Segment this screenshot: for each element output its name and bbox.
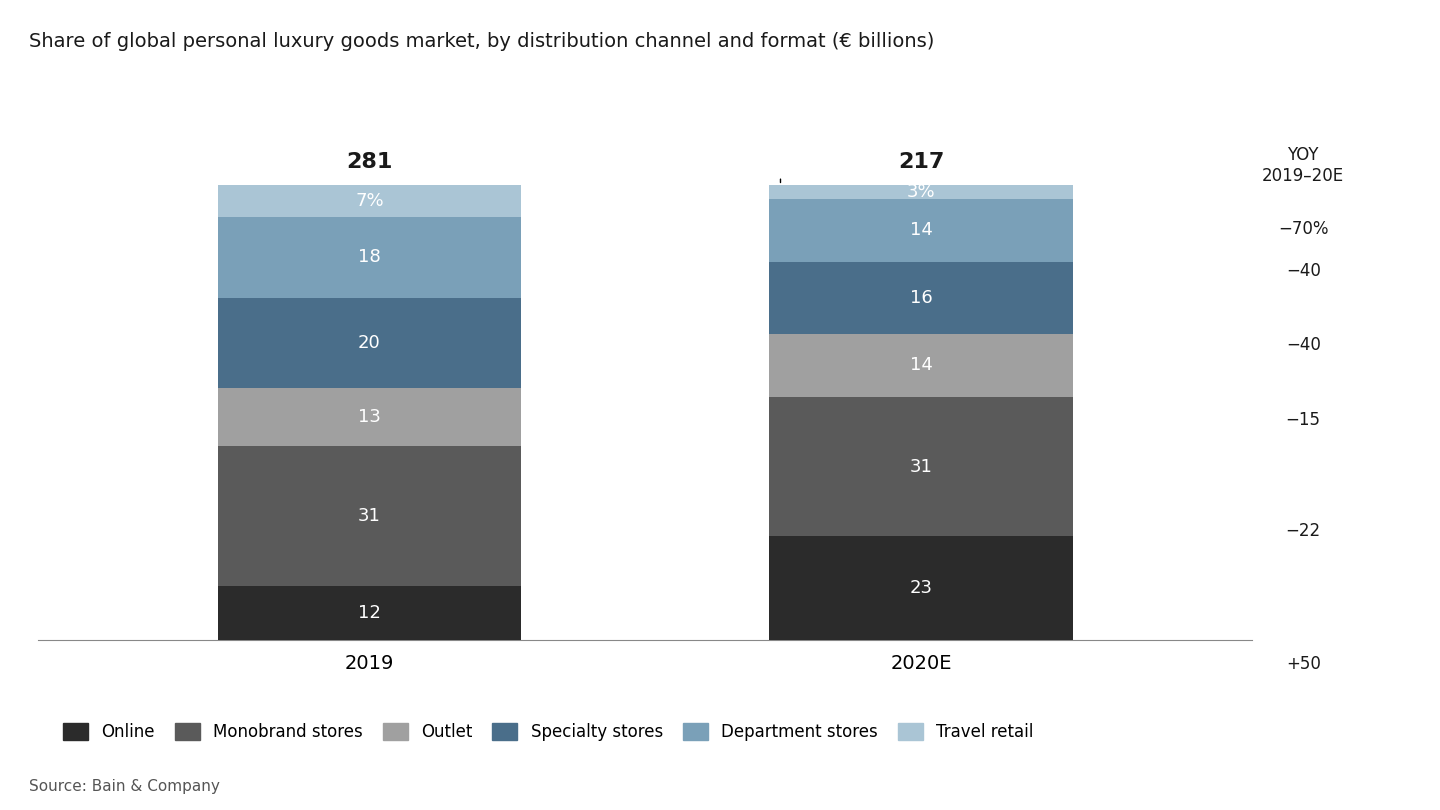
- Bar: [769, 185, 1073, 198]
- Bar: [217, 185, 521, 217]
- Bar: [217, 298, 521, 388]
- Bar: [769, 198, 1073, 262]
- Text: 14: 14: [910, 221, 933, 239]
- Legend: Online, Monobrand stores, Outlet, Specialty stores, Department stores, Travel re: Online, Monobrand stores, Outlet, Specia…: [56, 716, 1040, 748]
- Bar: [217, 217, 521, 298]
- Text: −70%: −70%: [1277, 220, 1329, 238]
- Bar: [217, 586, 521, 640]
- Text: 281: 281: [346, 151, 393, 172]
- Bar: [769, 397, 1073, 536]
- Bar: [769, 334, 1073, 397]
- Text: −40: −40: [1286, 262, 1320, 280]
- Text: −40: −40: [1286, 336, 1320, 355]
- Text: 3%: 3%: [907, 183, 936, 201]
- Text: 217: 217: [899, 151, 945, 172]
- Text: 23: 23: [910, 579, 933, 597]
- Bar: [769, 536, 1073, 640]
- Text: +50: +50: [1286, 655, 1320, 673]
- Text: 31: 31: [910, 458, 933, 475]
- Bar: [217, 446, 521, 586]
- Text: Source: Bain & Company: Source: Bain & Company: [29, 778, 220, 794]
- Bar: [769, 262, 1073, 334]
- Text: Share of global personal luxury goods market, by distribution channel and format: Share of global personal luxury goods ma…: [29, 32, 935, 51]
- Text: −22: −22: [1286, 522, 1320, 539]
- Text: 14: 14: [910, 356, 933, 374]
- Text: YOY
2019–20E: YOY 2019–20E: [1261, 146, 1345, 185]
- Text: 7%: 7%: [356, 192, 384, 210]
- Text: 18: 18: [359, 249, 380, 266]
- Text: −15: −15: [1286, 411, 1320, 428]
- Text: 12: 12: [359, 603, 382, 622]
- Text: 16: 16: [910, 289, 933, 307]
- Bar: [217, 388, 521, 446]
- Text: 20: 20: [359, 334, 380, 352]
- Text: 31: 31: [359, 507, 382, 525]
- Text: 13: 13: [359, 408, 382, 426]
